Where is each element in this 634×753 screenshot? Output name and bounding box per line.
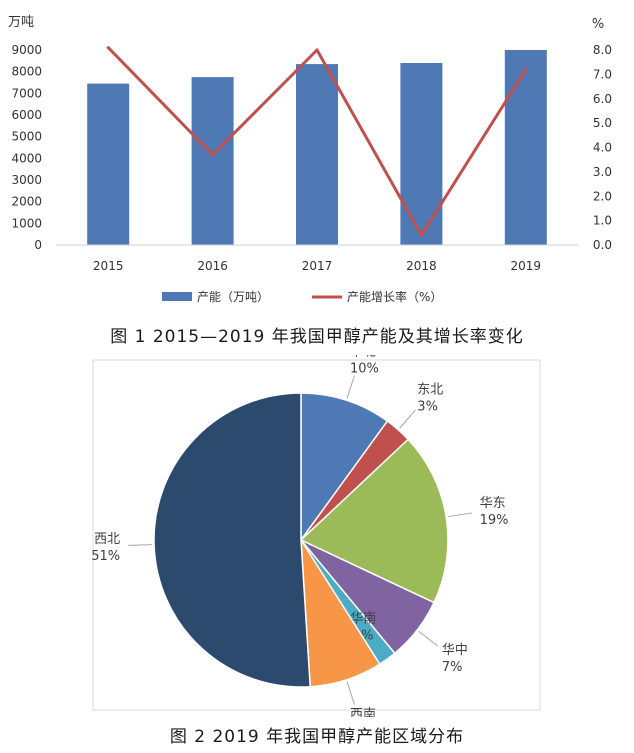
legend-label-capacity: 产能（万吨）: [197, 290, 269, 304]
pie-label-name: 华北: [350, 355, 376, 359]
legend-label-growth: 产能增长率（%）: [347, 289, 442, 304]
growth-rate-point: [315, 48, 319, 52]
left-tick-label: 2000: [11, 195, 42, 209]
right-tick-label: 1.0: [593, 214, 612, 228]
pie-label-name: 华中: [442, 643, 468, 658]
right-tick-label: 0.0: [593, 238, 612, 252]
pie-label-percent: 7%: [442, 660, 463, 675]
capacity-bar: [400, 63, 443, 245]
pie-chart-frame: [92, 359, 541, 711]
x-tick-label: 2015: [93, 259, 124, 273]
left-tick-label: 3000: [11, 173, 42, 187]
growth-rate-point: [211, 153, 215, 157]
capacity-bar: [191, 77, 234, 245]
pie-slice: [300, 392, 389, 543]
left-tick-label: 8000: [11, 65, 42, 79]
pie-slice: [299, 438, 449, 604]
pie-slice: [153, 392, 312, 688]
right-tick-label: 4.0: [593, 141, 612, 155]
left-axis-unit: 万吨: [8, 15, 34, 30]
left-tick-label: 4000: [11, 151, 42, 165]
pie-label-name: 华东: [480, 496, 506, 511]
left-tick-label: 0: [34, 238, 42, 252]
pie-label-percent: 3%: [417, 400, 438, 415]
pie-leader-line: [418, 630, 439, 647]
growth-rate-point: [524, 68, 528, 71]
growth-rate-point: [106, 46, 110, 50]
pie-leader-line: [399, 409, 416, 429]
right-tick-label: 2.0: [593, 189, 612, 203]
pie-label-percent: 51%: [91, 549, 120, 564]
capacity-bar: [296, 64, 338, 245]
right-tick-label: 3.0: [593, 165, 612, 179]
growth-rate-point: [419, 233, 423, 237]
figure1-caption: 图 1 2015—2019 年我国甲醇产能及其增长率变化: [110, 327, 524, 347]
x-tick-label: 2019: [511, 259, 542, 273]
right-axis-unit: %: [592, 17, 604, 32]
left-tick-label: 1000: [11, 216, 42, 230]
x-tick-label: 2017: [302, 259, 333, 273]
left-tick-label: 7000: [11, 86, 42, 100]
capacity-bar: [504, 50, 547, 245]
right-tick-label: 8.0: [593, 43, 612, 57]
pie-label-percent: 19%: [480, 513, 509, 528]
pie-label-percent: 10%: [350, 361, 379, 376]
pie-leader-line: [128, 544, 153, 546]
capacity-bar: [87, 83, 130, 245]
x-tick-label: 2016: [197, 259, 228, 273]
pie-label-name: 东北: [417, 383, 443, 398]
legend-swatch-capacity: [162, 292, 192, 301]
right-tick-label: 6.0: [593, 92, 612, 106]
pie-leader-line: [346, 681, 355, 705]
left-tick-label: 6000: [11, 108, 42, 122]
right-tick-label: 5.0: [593, 116, 612, 130]
x-tick-label: 2018: [406, 259, 437, 273]
pie-label-name: 华南: [350, 611, 376, 627]
capacity-combo-chart: 万吨 % 0 1000 2000 3000 4000 5000 6000 7000 8000 9000…: [8, 15, 612, 304]
pie-label-name: 西南: [350, 707, 376, 717]
pie-leader-line: [448, 512, 472, 518]
pie-label-name: 西北: [94, 532, 120, 547]
right-tick-label: 7.0: [593, 67, 612, 81]
figure2-caption: 图 2 2019 年我国甲醇产能区域分布: [169, 727, 465, 747]
pie-leader-line: [346, 375, 355, 399]
left-tick-label: 9000: [11, 43, 42, 57]
left-tick-label: 5000: [11, 130, 42, 144]
